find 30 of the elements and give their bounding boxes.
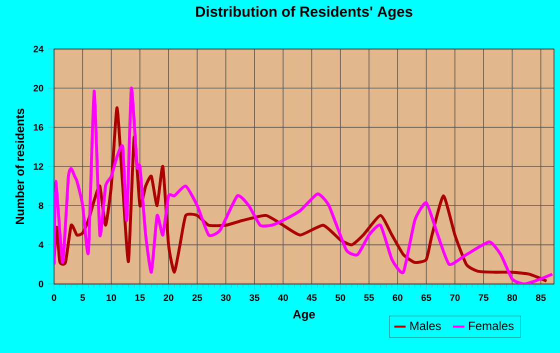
x-tick-label: 85 <box>536 294 546 301</box>
y-tick-label: 16 <box>34 124 44 131</box>
legend-label: Males <box>410 321 441 330</box>
x-tick-label: 30 <box>220 294 231 302</box>
x-tick-label: 50 <box>335 294 346 301</box>
x-tick-label: 35 <box>249 294 260 302</box>
x-tick-label: 5 <box>80 294 85 301</box>
x-tick-label: 25 <box>192 294 202 301</box>
x-tick-label: 75 <box>478 294 488 301</box>
x-tick-label: 20 <box>164 294 174 301</box>
x-tick-label: 45 <box>306 294 317 301</box>
x-tick-label: 15 <box>135 294 145 301</box>
x-tick-label: 10 <box>106 294 116 301</box>
x-tick-label: 55 <box>364 294 374 301</box>
legend-label: Females <box>469 321 514 330</box>
y-tick-label: 4 <box>38 242 44 248</box>
x-tick-label: 0 <box>52 294 56 301</box>
x-tick-label: 70 <box>450 294 460 301</box>
y-tick-label: 8 <box>38 202 44 209</box>
x-axis-title: Age <box>292 310 315 321</box>
y-tick-label: 12 <box>34 163 44 170</box>
x-tick-label: 80 <box>507 294 517 301</box>
x-tick-label: 65 <box>421 294 432 301</box>
x-tick-label: 40 <box>278 294 288 301</box>
y-tick-label: 20 <box>34 84 44 92</box>
x-tick-label: 60 <box>392 294 402 301</box>
chart-title: Distribution of Residents' Ages <box>196 6 412 20</box>
y-tick-label: 24 <box>34 46 44 52</box>
y-axis-title: Number of residents <box>15 108 24 224</box>
y-tick-label: 0 <box>38 280 44 288</box>
